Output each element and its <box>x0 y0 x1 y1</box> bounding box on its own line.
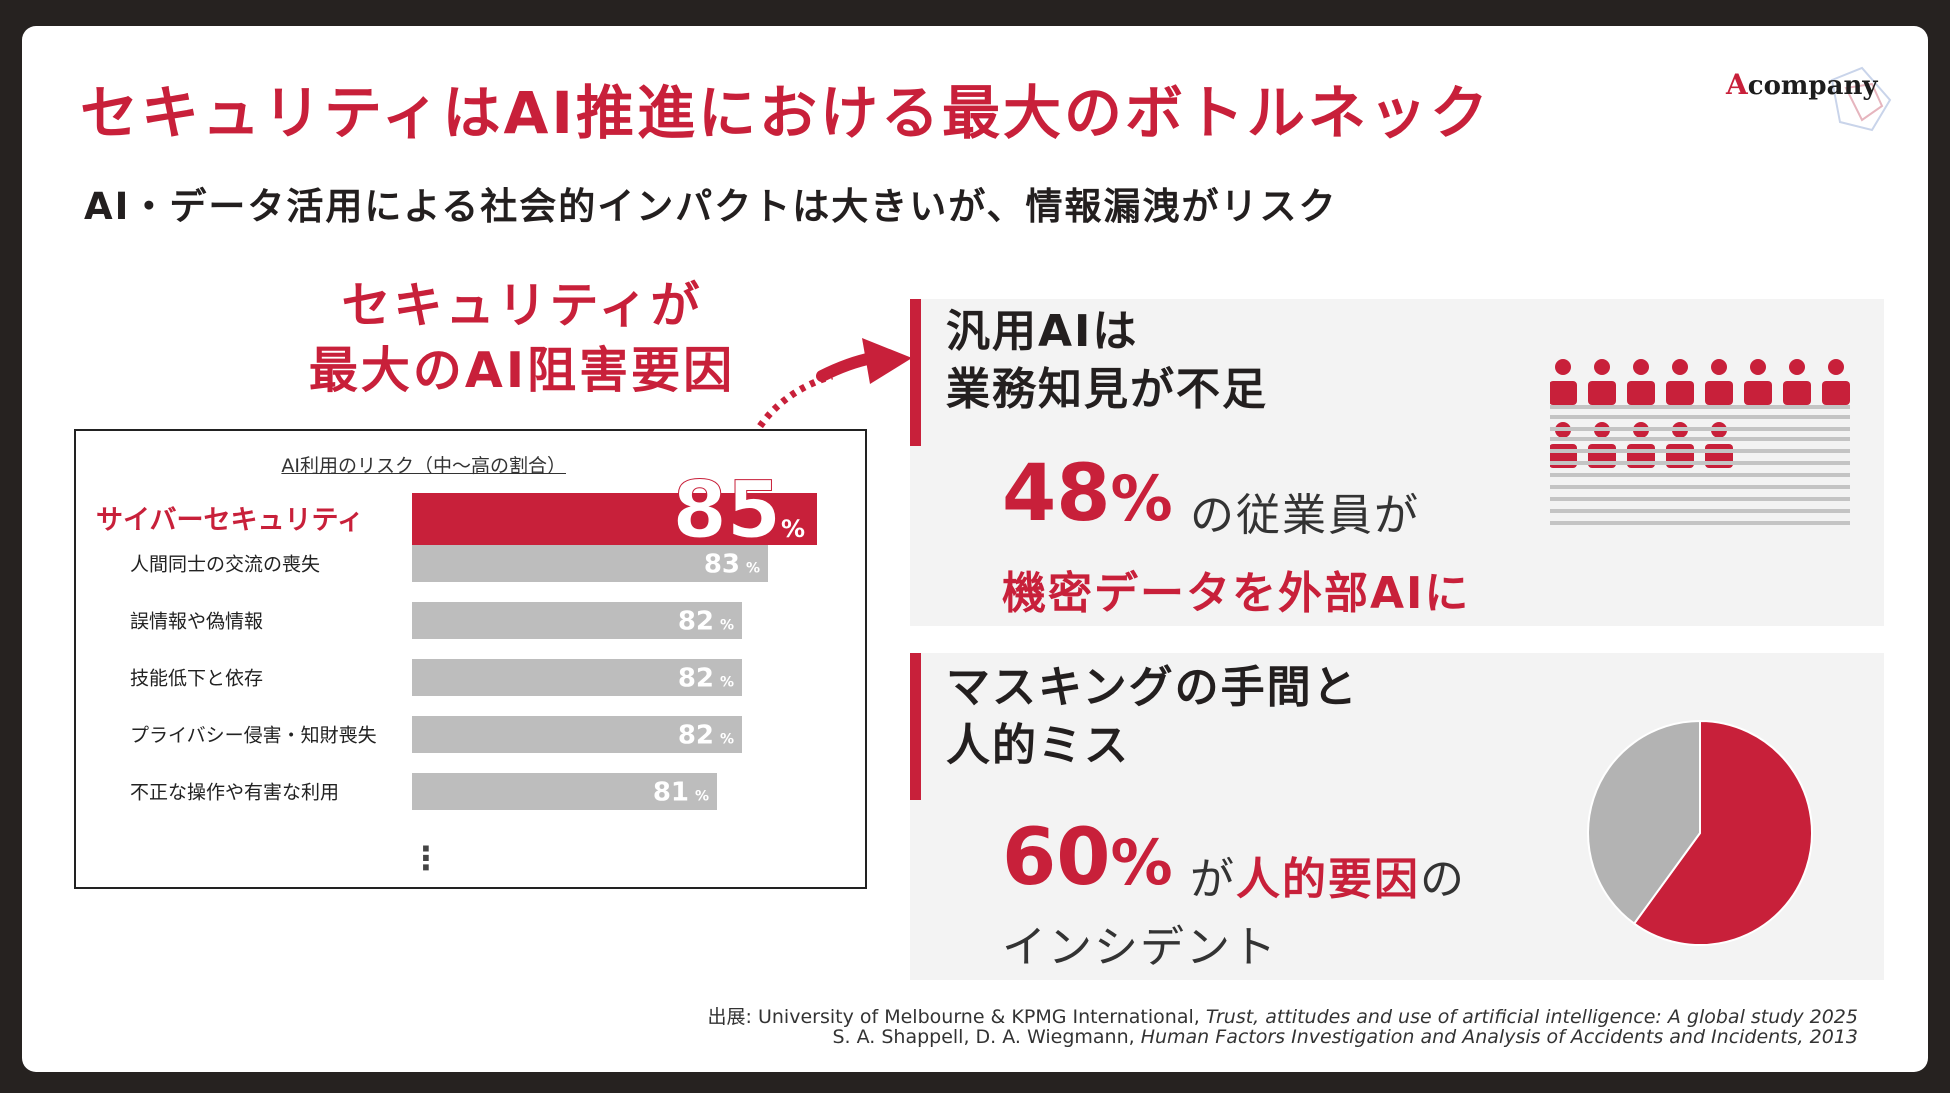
person-head <box>1750 359 1766 375</box>
person-body <box>1550 381 1577 405</box>
risk-bar-chart: AI利用のリスク（中〜高の割合） サイバーセキュリティ 85% 人間同士の交流の喪失… <box>74 429 867 889</box>
seat-row-line <box>1550 473 1850 477</box>
source-2-prefix: S. A. Shappell, D. A. Wiegmann, <box>832 1026 1141 1048</box>
source-2-title: Human Factors Investigation and Analysis… <box>1140 1026 1858 1048</box>
chart-canvas: サイバーセキュリティ 85 % 人間同士の交流の喪失 83 % 誤情報や偽情報 82 % 技能低下… <box>96 466 817 877</box>
person-body <box>1588 381 1616 405</box>
chart-category-label: サイバーセキュリティ <box>96 505 364 536</box>
seat-row-line <box>1550 461 1850 465</box>
person-head <box>1789 359 1805 375</box>
logo-word: company <box>1747 71 1878 101</box>
seat-row-line <box>1550 485 1850 489</box>
panel-1-text-2: 機密データを外部AIに <box>1002 568 1471 619</box>
person-body <box>1822 381 1850 405</box>
seat-row-line <box>1550 521 1850 525</box>
seat-row-line <box>1550 509 1850 513</box>
chart-bar <box>412 659 742 696</box>
panel-2-heading-line-1: マスキングの手間と <box>946 662 1359 713</box>
chart-bar <box>412 773 717 810</box>
lead-line-2: 最大のAI阻害要因 <box>308 342 736 399</box>
person-body <box>1705 381 1733 405</box>
panel-2-heading-line-2: 人的ミス <box>946 720 1130 771</box>
chart-continuation-marker: ⋮ <box>410 839 442 877</box>
seat-row-line <box>1550 449 1850 453</box>
pie-slice-human <box>1632 719 1813 946</box>
chart-category-label: 人間同士の交流の喪失 <box>130 554 320 576</box>
chart-unit-label: % <box>695 789 709 805</box>
panel-1-heading-line-2: 業務知見が不足 <box>946 364 1268 415</box>
person-body <box>1744 381 1772 405</box>
chart-value-label: 82 <box>678 721 714 751</box>
person-head <box>1828 359 1844 375</box>
chart-category-label: 不正な操作や有害な利用 <box>130 782 339 804</box>
panel-2-text-highlight: 人的要因 <box>1236 854 1420 905</box>
panel-1-unit: % <box>1110 462 1173 535</box>
chart-category-label: プライバシー侵害・知財喪失 <box>130 725 377 747</box>
pie-slice-other <box>1587 719 1701 926</box>
panel-2-text-2: インシデント <box>1002 922 1278 973</box>
chart-category-label: 技能低下と依存 <box>130 668 263 690</box>
chart-unit-label: % <box>781 515 805 543</box>
seat-row-line <box>1550 497 1850 501</box>
panel-1-value: 48 <box>1002 449 1111 539</box>
seat-row-line <box>1550 437 1850 441</box>
person-head <box>1594 359 1610 375</box>
chart-bar <box>412 716 742 753</box>
slide: セキュリティはAI推進における最大のボトルネック Acompany AI・データ… <box>22 26 1928 1072</box>
panel-1-text-1: の従業員が <box>1190 490 1420 541</box>
people-seats-icon <box>1550 359 1850 525</box>
chart-value-label: 83 <box>704 550 740 580</box>
chart-value-label: 82 <box>678 607 714 637</box>
seat-row-line <box>1550 427 1850 431</box>
panel-2-text-post: の <box>1420 854 1466 905</box>
seat-row-line <box>1550 405 1850 409</box>
chart-value-label: 82 <box>678 664 714 694</box>
chart-value-label: 85 <box>672 466 781 556</box>
chart-unit-label: % <box>720 732 734 748</box>
panel-2-unit: % <box>1110 826 1173 899</box>
panel-2-text-pre: が <box>1190 854 1236 905</box>
chart-value-label: 81 <box>653 778 689 808</box>
person-head <box>1555 359 1571 375</box>
chart-bar <box>412 493 817 545</box>
person-head <box>1711 359 1727 375</box>
panel-accent-bar <box>910 653 921 800</box>
panel-2-percentage: 60% <box>1002 813 1173 903</box>
panel-accent-bar <box>910 299 921 446</box>
chart-bar <box>412 545 768 582</box>
chart-category-label: 誤情報や偽情報 <box>130 611 263 633</box>
source-1-title: Trust, attitudes and use of artificial i… <box>1205 1006 1858 1028</box>
panel-2-value: 60 <box>1002 813 1111 903</box>
chart-unit-label: % <box>720 675 734 691</box>
logo-mark: A <box>1726 68 1748 101</box>
chart-bar <box>412 602 742 639</box>
page-title: セキュリティはAI推進における最大のボトルネック <box>80 79 1491 147</box>
company-logo <box>1830 66 1892 132</box>
page-subtitle: AI・データ活用による社会的インパクトは大きいが、情報漏洩がリスク <box>84 185 1338 228</box>
source-1-prefix: 出展: University of Melbourne & KPMG Inter… <box>707 1006 1206 1028</box>
logo-text: Acompany <box>1726 68 1877 101</box>
source-line-1: 出展: University of Melbourne & KPMG Inter… <box>708 1002 1858 1029</box>
panel-human-error: マスキングの手間と 人的ミス 60% が人的要因の インシデント <box>910 653 1884 980</box>
chart-unit-label: % <box>746 561 760 577</box>
person-body <box>1666 381 1694 405</box>
person-body <box>1783 381 1811 405</box>
panel-1-percentage: 48% <box>1002 449 1173 539</box>
chart-title: AI利用のリスク（中〜高の割合） <box>281 455 566 477</box>
person-body <box>1627 381 1655 405</box>
panel-domain-knowledge: 汎用AIは 業務知見が不足 48% の従業員が 機密データを外部AIに <box>910 299 1884 626</box>
panel-1-heading-line-1: 汎用AIは <box>946 306 1139 357</box>
seat-row-line <box>1550 415 1850 419</box>
panel-2-text-1: が人的要因の <box>1190 843 1466 907</box>
person-head <box>1672 359 1688 375</box>
pie-chart-icon <box>1587 719 1813 946</box>
person-head <box>1633 359 1649 375</box>
source-line-2: S. A. Shappell, D. A. Wiegmann, Human Fa… <box>832 1026 1858 1048</box>
chart-unit-label: % <box>720 618 734 634</box>
lead-line-1: セキュリティが <box>341 277 703 334</box>
